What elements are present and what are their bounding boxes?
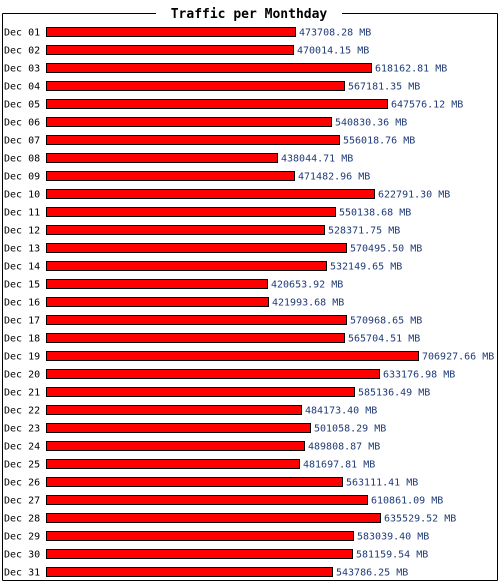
bar [46,153,278,163]
bar [46,459,300,469]
bar [46,405,302,415]
value-label: 528371.75 MB [328,226,400,237]
day-label: Dec 20 [4,370,40,381]
value-label: 585136.49 MB [358,388,430,399]
bar [46,81,345,91]
value-label: 570968.65 MB [350,316,422,327]
day-label: Dec 24 [4,442,40,453]
value-label: 421993.68 MB [272,298,344,309]
bar [46,333,345,343]
day-label: Dec 22 [4,406,40,417]
day-label: Dec 18 [4,334,40,345]
value-label: 570495.50 MB [350,244,422,255]
day-label: Dec 11 [4,208,40,219]
day-label: Dec 10 [4,190,40,201]
value-label: 501058.29 MB [314,424,386,435]
day-label: Dec 17 [4,316,40,327]
bar [46,387,355,397]
day-label: Dec 02 [4,46,40,57]
bar [46,531,354,541]
day-label: Dec 30 [4,550,40,561]
bar [46,135,340,145]
day-label: Dec 28 [4,514,40,525]
value-label: 618162.81 MB [375,64,447,75]
value-label: 583039.40 MB [357,532,429,543]
day-label: Dec 19 [4,352,40,363]
bar [46,63,372,73]
bars-group: Dec 01 473708.28 MB Dec 02 470014.15 MB Dec … [4,27,494,579]
bar [46,477,343,487]
value-label: 471482.96 MB [298,172,370,183]
value-label: 581159.54 MB [356,550,428,561]
value-label: 489808.87 MB [308,442,380,453]
bar [46,369,380,379]
value-label: 610861.09 MB [371,496,443,507]
value-label: 473708.28 MB [299,28,371,39]
value-label: 532149.65 MB [330,262,402,273]
day-label: Dec 27 [4,496,40,507]
value-label: 481697.81 MB [303,460,375,471]
bar [46,189,375,199]
day-label: Dec 31 [4,568,40,579]
value-label: 540830.36 MB [335,118,407,129]
value-label: 565704.51 MB [348,334,420,345]
day-label: Dec 03 [4,64,40,75]
day-label: Dec 09 [4,172,40,183]
value-label: 438044.71 MB [281,154,353,165]
chart-title: Traffic per Monthday [171,7,328,22]
value-label: 550138.68 MB [339,208,411,219]
bar [46,207,336,217]
day-label: Dec 21 [4,388,40,399]
day-label: Dec 01 [4,28,40,39]
value-label: 556018.76 MB [343,136,415,147]
day-label: Dec 04 [4,82,40,93]
value-label: 563111.41 MB [346,478,418,489]
day-label: Dec 23 [4,424,40,435]
bar [46,243,347,253]
value-label: 622791.30 MB [378,190,450,201]
bar [46,297,269,307]
bar [46,351,419,361]
bar [46,225,325,235]
bar [46,45,294,55]
day-label: Dec 26 [4,478,40,489]
day-label: Dec 07 [4,136,40,147]
bar [46,513,381,523]
bar [46,549,353,559]
bar [46,279,268,289]
bar [46,315,347,325]
value-label: 420653.92 MB [271,280,343,291]
bar [46,567,333,577]
bar [46,171,295,181]
value-label: 647576.12 MB [391,100,463,111]
value-label: 706927.66 MB [422,352,494,363]
day-label: Dec 25 [4,460,40,471]
value-label: 567181.35 MB [348,82,420,93]
value-label: 543786.25 MB [336,568,408,579]
value-label: 633176.98 MB [383,370,455,381]
bar [46,423,311,433]
day-label: Dec 12 [4,226,40,237]
value-label: 484173.40 MB [305,406,377,417]
bar [46,27,296,37]
day-label: Dec 08 [4,154,40,165]
value-label: 470014.15 MB [297,46,369,57]
day-label: Dec 06 [4,118,40,129]
bar [46,261,327,271]
day-label: Dec 14 [4,262,40,273]
day-label: Dec 15 [4,280,40,291]
bar [46,117,332,127]
bar [46,99,388,109]
day-label: Dec 16 [4,298,40,309]
day-label: Dec 05 [4,100,40,111]
value-label: 635529.52 MB [384,514,456,525]
bar [46,495,368,505]
day-label: Dec 13 [4,244,40,255]
bar [46,441,305,451]
day-label: Dec 29 [4,532,40,543]
